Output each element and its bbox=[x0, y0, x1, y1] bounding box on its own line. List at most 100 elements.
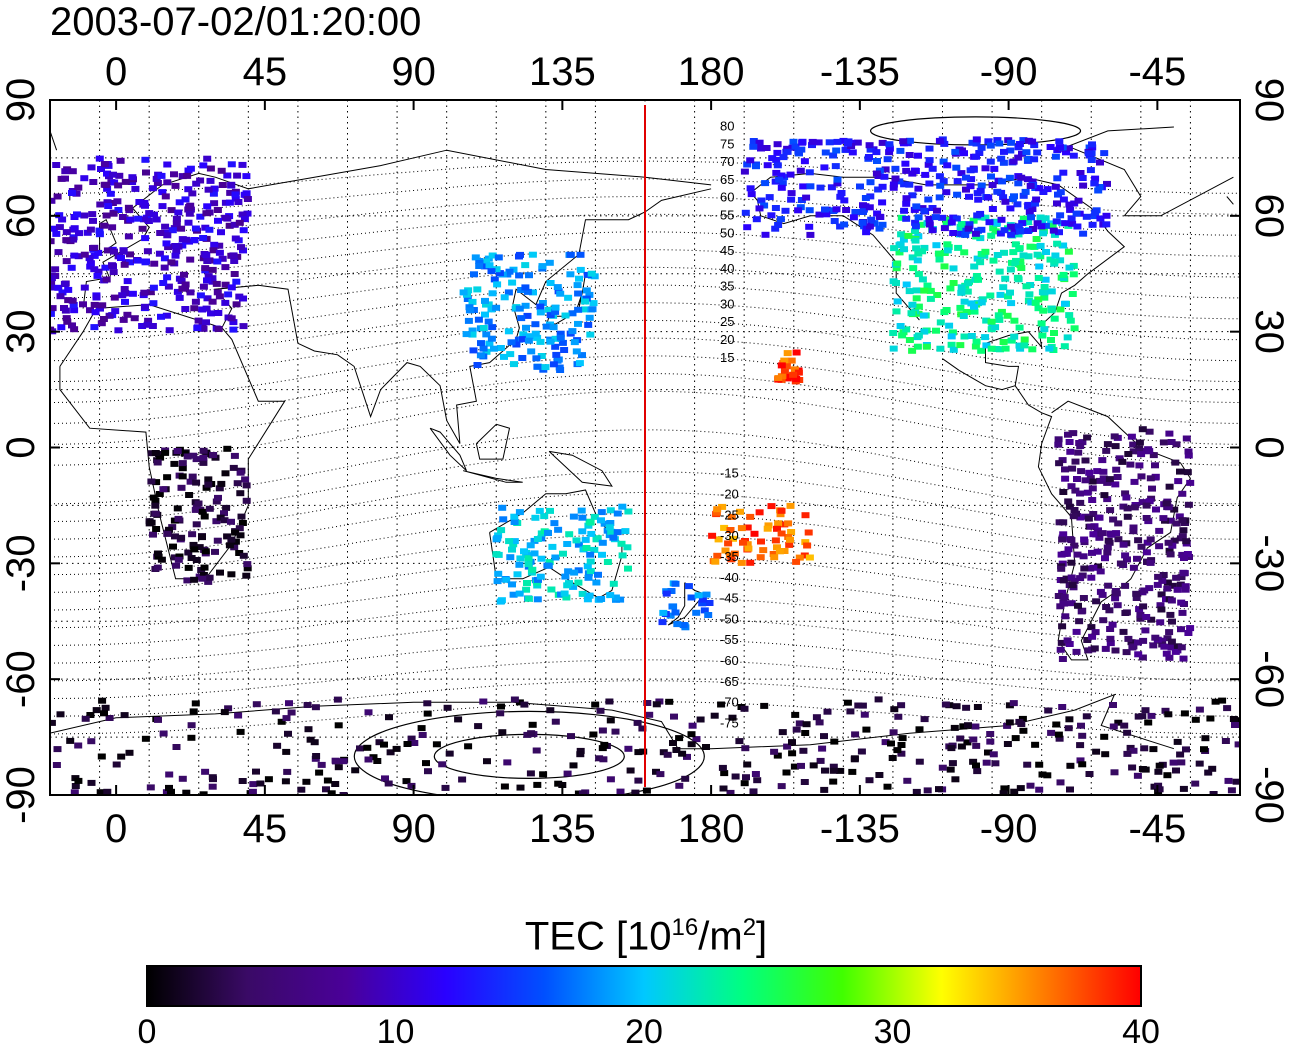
tec-cell bbox=[583, 563, 592, 570]
tec-cell bbox=[666, 612, 675, 619]
tec-cell bbox=[163, 274, 172, 281]
tec-cell bbox=[1113, 602, 1122, 609]
tec-cell bbox=[302, 778, 311, 785]
tec-cell bbox=[1224, 777, 1233, 784]
tec-cell bbox=[1087, 574, 1096, 581]
tec-cell bbox=[230, 221, 239, 228]
tec-cell bbox=[1137, 473, 1146, 480]
tec-cell bbox=[331, 757, 340, 764]
tec-cell bbox=[209, 247, 218, 254]
tec-cell bbox=[1102, 221, 1111, 228]
tec-cell bbox=[778, 180, 787, 187]
tec-cell bbox=[801, 512, 810, 519]
tec-cell bbox=[767, 503, 776, 510]
tec-cell bbox=[1079, 595, 1088, 601]
tec-cell bbox=[679, 622, 688, 628]
tec-cell bbox=[217, 480, 226, 487]
tec-cell bbox=[728, 714, 737, 721]
tec-cell bbox=[72, 190, 81, 197]
tec-cell bbox=[482, 348, 491, 355]
tec-cell bbox=[1025, 291, 1034, 298]
tec-cell bbox=[671, 580, 680, 587]
tec-cell bbox=[597, 596, 606, 602]
tec-cell bbox=[1052, 218, 1061, 225]
tec-cell bbox=[787, 529, 796, 535]
tec-cell bbox=[207, 310, 215, 317]
tec-cell bbox=[74, 253, 83, 260]
tec-cell bbox=[1058, 457, 1067, 464]
tec-cell bbox=[283, 768, 292, 775]
tec-cell bbox=[510, 696, 519, 703]
tec-cell bbox=[1007, 300, 1016, 307]
tec-cell bbox=[1035, 185, 1044, 192]
tec-cell bbox=[322, 786, 330, 793]
tec-cell bbox=[639, 748, 648, 755]
tec-cell bbox=[149, 494, 158, 501]
tec-cell bbox=[920, 287, 929, 294]
tec-cell bbox=[103, 170, 111, 177]
tec-cell bbox=[730, 550, 739, 557]
tec-cell bbox=[688, 722, 697, 729]
tec-cell bbox=[235, 550, 244, 556]
tec-cell bbox=[67, 264, 76, 271]
tec-cell bbox=[1120, 722, 1129, 729]
axis-ticks bbox=[50, 99, 1240, 796]
tec-cell bbox=[1126, 461, 1135, 468]
tec-cell bbox=[975, 150, 984, 156]
tec-cell bbox=[1040, 284, 1049, 290]
tec-cell bbox=[518, 336, 527, 343]
tec-cell bbox=[848, 768, 857, 775]
tec-cell bbox=[899, 236, 908, 243]
tec-cell bbox=[156, 230, 165, 236]
tec-cell bbox=[541, 364, 550, 371]
tec-cell bbox=[1088, 633, 1097, 640]
tec-cell bbox=[323, 777, 332, 784]
tec-cell bbox=[1127, 433, 1136, 440]
tec-cell bbox=[1057, 565, 1066, 572]
tec-cell bbox=[711, 558, 720, 565]
tec-cell bbox=[976, 235, 985, 242]
tec-cell bbox=[577, 507, 586, 514]
tec-cell bbox=[157, 313, 165, 320]
tec-cell bbox=[87, 164, 96, 171]
tec-cell bbox=[167, 788, 175, 795]
tec-cell bbox=[1183, 551, 1192, 557]
tec-cell bbox=[1066, 317, 1075, 324]
tec-cell bbox=[972, 136, 981, 143]
tec-cell bbox=[956, 342, 965, 349]
tec-cell bbox=[820, 164, 829, 171]
tec-cell bbox=[1141, 627, 1150, 634]
tec-cell bbox=[497, 527, 506, 534]
tec-cell bbox=[1234, 741, 1240, 748]
tec-cell bbox=[969, 736, 978, 743]
tec-cell bbox=[1170, 537, 1179, 544]
tec-cell bbox=[1101, 751, 1110, 758]
tec-cell bbox=[473, 362, 482, 368]
tec-cell bbox=[125, 749, 134, 756]
tec-cell bbox=[960, 249, 969, 256]
tec-cell bbox=[781, 207, 790, 214]
tec-cell bbox=[454, 716, 463, 723]
tec-cell bbox=[198, 306, 207, 313]
tec-cell bbox=[1061, 466, 1069, 473]
tec-cell bbox=[488, 252, 497, 259]
tec-cell bbox=[203, 295, 212, 302]
tec-cell bbox=[1130, 504, 1139, 511]
tec-cell bbox=[771, 537, 780, 544]
tec-cell bbox=[659, 609, 668, 616]
tec-cell bbox=[160, 264, 169, 271]
lon-label-bottom: 90 bbox=[391, 807, 436, 851]
tec-cell bbox=[264, 776, 273, 783]
tec-cell bbox=[479, 345, 488, 352]
tec-cell bbox=[889, 181, 898, 188]
tec-cell bbox=[867, 216, 876, 223]
tec-cell bbox=[1059, 531, 1068, 538]
tec-cell bbox=[1013, 201, 1022, 208]
tec-cell bbox=[1088, 478, 1097, 485]
tec-cell bbox=[96, 789, 105, 795]
tec-cell bbox=[1050, 315, 1059, 322]
tec-cell bbox=[1110, 433, 1119, 440]
tec-cell bbox=[908, 192, 917, 199]
tec-cell bbox=[802, 194, 811, 201]
tec-cell bbox=[1057, 639, 1066, 646]
